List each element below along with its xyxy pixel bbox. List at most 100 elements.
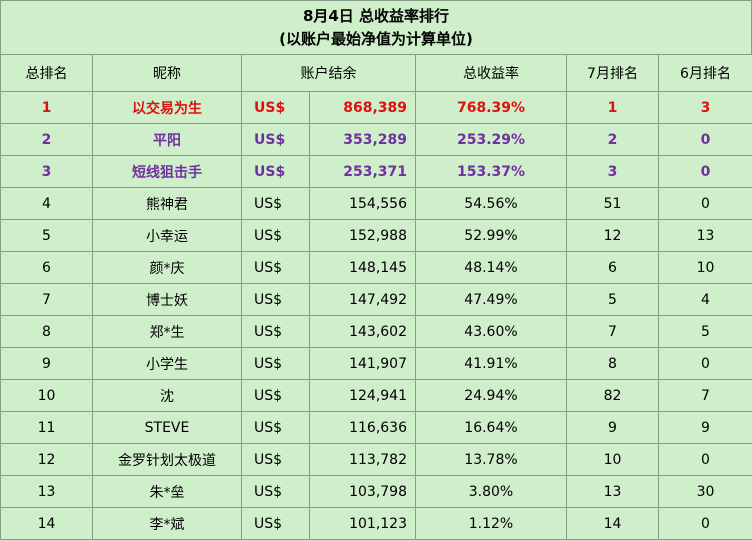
header-rank: 总排名 <box>1 55 93 92</box>
balance-cell: 154,556 <box>310 188 416 220</box>
june-rank-cell: 7 <box>659 380 752 412</box>
nickname-cell: 小学生 <box>93 348 242 380</box>
nickname-cell: 平阳 <box>93 124 242 156</box>
nickname-cell: 小幸运 <box>93 220 242 252</box>
yield-cell: 16.64% <box>416 412 567 444</box>
july-rank-cell: 2 <box>567 124 659 156</box>
june-rank-cell: 4 <box>659 284 752 316</box>
nickname-cell: 短线狙击手 <box>93 156 242 188</box>
rank-cell: 3 <box>1 156 93 188</box>
july-rank-cell: 14 <box>567 508 659 540</box>
currency-cell: US$ <box>242 348 310 380</box>
currency-cell: US$ <box>242 156 310 188</box>
rank-cell: 10 <box>1 380 93 412</box>
july-rank-cell: 6 <box>567 252 659 284</box>
header-balance: 账户结余 <box>242 55 416 92</box>
june-rank-cell: 5 <box>659 316 752 348</box>
nickname-cell: 朱*垒 <box>93 476 242 508</box>
balance-cell: 143,602 <box>310 316 416 348</box>
sheet-title: 8月4日 总收益率排行 (以账户最始净值为计算单位) <box>0 0 752 54</box>
balance-cell: 353,289 <box>310 124 416 156</box>
nickname-cell: 沈 <box>93 380 242 412</box>
july-rank-cell: 51 <box>567 188 659 220</box>
yield-cell: 768.39% <box>416 92 567 124</box>
yield-cell: 253.29% <box>416 124 567 156</box>
june-rank-cell: 0 <box>659 348 752 380</box>
balance-cell: 141,907 <box>310 348 416 380</box>
yield-cell: 47.49% <box>416 284 567 316</box>
rank-cell: 5 <box>1 220 93 252</box>
july-rank-cell: 10 <box>567 444 659 476</box>
july-rank-cell: 12 <box>567 220 659 252</box>
june-rank-cell: 9 <box>659 412 752 444</box>
nickname-cell: 以交易为生 <box>93 92 242 124</box>
currency-cell: US$ <box>242 284 310 316</box>
june-rank-cell: 10 <box>659 252 752 284</box>
june-rank-cell: 0 <box>659 156 752 188</box>
july-rank-cell: 8 <box>567 348 659 380</box>
yield-cell: 3.80% <box>416 476 567 508</box>
header-row: 总排名 昵称 账户结余 总收益率 7月排名 6月排名 <box>1 55 752 92</box>
yield-cell: 41.91% <box>416 348 567 380</box>
july-rank-cell: 7 <box>567 316 659 348</box>
currency-cell: US$ <box>242 124 310 156</box>
currency-cell: US$ <box>242 252 310 284</box>
nickname-cell: 李*斌 <box>93 508 242 540</box>
july-rank-cell: 1 <box>567 92 659 124</box>
rank-cell: 7 <box>1 284 93 316</box>
header-yield: 总收益率 <box>416 55 567 92</box>
title-line-1: 8月4日 总收益率排行 <box>1 5 751 28</box>
rank-cell: 4 <box>1 188 93 220</box>
header-june-rank: 6月排名 <box>659 55 752 92</box>
july-rank-cell: 5 <box>567 284 659 316</box>
currency-cell: US$ <box>242 316 310 348</box>
balance-cell: 124,941 <box>310 380 416 412</box>
yield-cell: 13.78% <box>416 444 567 476</box>
rank-cell: 12 <box>1 444 93 476</box>
rank-cell: 6 <box>1 252 93 284</box>
currency-cell: US$ <box>242 476 310 508</box>
balance-cell: 868,389 <box>310 92 416 124</box>
currency-cell: US$ <box>242 412 310 444</box>
nickname-cell: 郑*生 <box>93 316 242 348</box>
july-rank-cell: 13 <box>567 476 659 508</box>
nickname-cell: 金罗针划太极道 <box>93 444 242 476</box>
balance-cell: 103,798 <box>310 476 416 508</box>
title-line-2: (以账户最始净值为计算单位) <box>1 28 751 51</box>
nickname-cell: STEVE <box>93 412 242 444</box>
rank-cell: 9 <box>1 348 93 380</box>
balance-cell: 116,636 <box>310 412 416 444</box>
header-nickname: 昵称 <box>93 55 242 92</box>
rank-cell: 14 <box>1 508 93 540</box>
header-july-rank: 7月排名 <box>567 55 659 92</box>
rank-cell: 2 <box>1 124 93 156</box>
june-rank-cell: 3 <box>659 92 752 124</box>
balance-cell: 101,123 <box>310 508 416 540</box>
currency-cell: US$ <box>242 92 310 124</box>
nickname-cell: 颜*庆 <box>93 252 242 284</box>
yield-cell: 43.60% <box>416 316 567 348</box>
currency-cell: US$ <box>242 444 310 476</box>
currency-cell: US$ <box>242 188 310 220</box>
currency-cell: US$ <box>242 380 310 412</box>
yield-cell: 52.99% <box>416 220 567 252</box>
june-rank-cell: 0 <box>659 508 752 540</box>
nickname-cell: 博士妖 <box>93 284 242 316</box>
balance-cell: 253,371 <box>310 156 416 188</box>
balance-cell: 147,492 <box>310 284 416 316</box>
